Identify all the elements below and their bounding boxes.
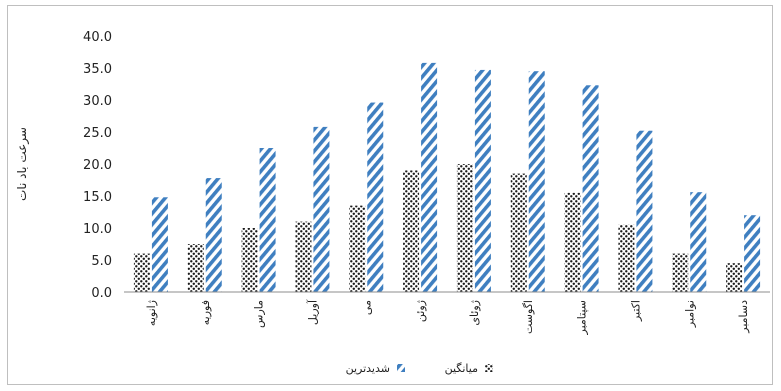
legend-swatch-max — [397, 364, 405, 372]
y-tick-label: 40.0 — [83, 30, 112, 45]
y-tick-label: 35.0 — [83, 62, 112, 77]
bar-max — [636, 130, 653, 292]
legend-label-max: شدیدترین — [346, 362, 390, 375]
bar-max — [690, 192, 707, 292]
bar-max — [474, 69, 491, 292]
bar-average — [349, 205, 366, 292]
y-tick-label: 30.0 — [83, 94, 112, 109]
bar-max — [421, 62, 438, 292]
bar-max — [259, 148, 276, 292]
y-tick-label: 5.0 — [91, 254, 112, 269]
bar-max — [151, 197, 168, 292]
bar-average — [133, 253, 150, 292]
bar-average — [295, 221, 312, 292]
bar-average — [456, 164, 473, 292]
y-tick-label: 15.0 — [83, 190, 112, 205]
bar-average — [241, 228, 258, 292]
y-axis-label: سرعت باد نات — [15, 127, 30, 201]
legend: میانگین شدیدترین — [346, 362, 493, 375]
bar-average — [618, 224, 635, 292]
bar-average — [403, 170, 420, 292]
x-category-label: سپتامبر — [576, 300, 589, 336]
y-tick-label: 10.0 — [83, 222, 112, 237]
x-category-label: آوریل — [305, 299, 319, 325]
y-tick-label: 20.0 — [83, 158, 112, 173]
y-tick-label: 25.0 — [83, 126, 112, 141]
x-category-label: ژانویه — [145, 300, 158, 326]
chart-frame — [7, 5, 773, 385]
bar-max — [313, 126, 330, 292]
y-tick-label: 0.0 — [91, 286, 112, 301]
x-category-label: ژوئن — [414, 300, 427, 322]
legend-label-avg: میانگین — [445, 362, 479, 375]
bar-max — [582, 85, 599, 292]
bar-max — [205, 178, 222, 292]
x-category-label: ژوئای — [468, 300, 481, 326]
bar-average — [510, 173, 527, 292]
x-category-label: نوامبر — [683, 300, 696, 328]
bar-average — [672, 253, 689, 292]
legend-swatch-avg — [485, 364, 493, 372]
x-category-label: مارس — [253, 300, 266, 328]
x-category-label: می — [360, 300, 373, 315]
bar-average — [564, 192, 581, 292]
bar-average — [187, 244, 204, 292]
x-category-label: اگوست — [522, 300, 535, 334]
x-category-label: دسامبر — [737, 300, 750, 334]
bar-average — [726, 263, 743, 292]
bar-max — [744, 215, 761, 292]
x-category-label: اکتبر — [629, 300, 642, 322]
x-category-label: فوریه — [199, 300, 212, 325]
bar-max — [528, 71, 545, 292]
bar-max — [367, 102, 384, 292]
